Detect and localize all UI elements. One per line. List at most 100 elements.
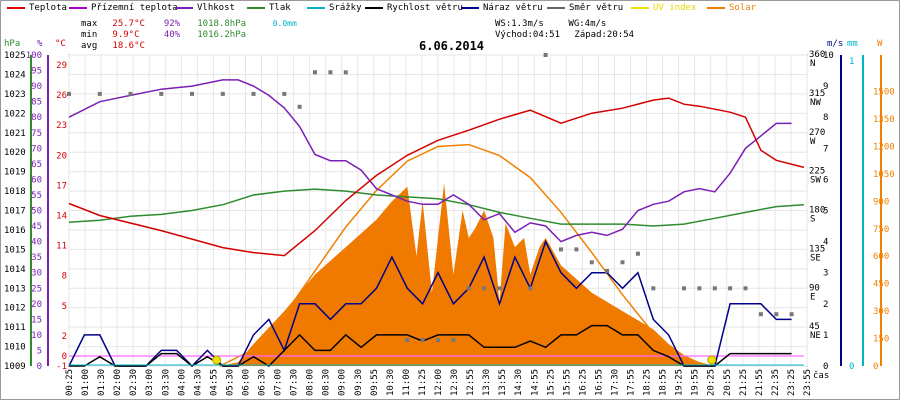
stats-wind-row: WS:1.3m/s WG:4m/s: [495, 19, 606, 29]
x-tick-label: 07:30: [290, 369, 300, 396]
series-rychlost-vetru-line: [69, 324, 792, 367]
legend-label-tlak: Tlak: [269, 3, 291, 13]
legend-swatch-rychlost-vetru: [365, 6, 383, 9]
hpa-tick-label: 1012: [4, 304, 26, 314]
degc-tick-label: 17: [56, 181, 67, 191]
dir-tick-label: 225: [809, 167, 825, 177]
dir-tick-name: N: [810, 59, 815, 69]
legend-swatch-vlhkost: [175, 6, 193, 9]
x-tick-label: 23:55: [803, 369, 813, 396]
pct-tick-label: 80: [31, 113, 42, 123]
series-teplota-line: [68, 97, 805, 257]
x-tick-label: 14:30: [514, 369, 524, 396]
legend-swatch-tlak: [247, 6, 265, 9]
stats-sun-row: Východ:04:51 Západ:20:54: [495, 30, 634, 40]
legend-swatch-teplota: [7, 6, 25, 9]
series-smer-vetru-point: [789, 312, 794, 317]
w-tick-label: 1200: [873, 142, 895, 152]
dir-tick-name: W: [810, 137, 816, 147]
x-tick-label: 14:55: [530, 369, 540, 396]
hpa-tick-label: 1023: [4, 90, 26, 100]
series-solar-theoretical-line: [219, 143, 712, 367]
ms-tick-label: 9: [823, 82, 828, 92]
stats-max-row: max 25.7°C 92% 1018.8hPa 0.0mm: [81, 19, 297, 29]
hpa-tick-label: 1016: [4, 226, 26, 236]
x-tick-label: 16:25: [578, 369, 588, 396]
dir-tick-label: 315: [809, 89, 825, 99]
hpa-tick-label: 1021: [4, 129, 26, 139]
legend-swatch-srazky: [307, 6, 325, 9]
stats-min-press: 1016.2hPa: [197, 30, 247, 40]
legend-label-solar: Solar: [729, 3, 757, 13]
x-tick-label: 05:30: [225, 369, 235, 396]
ms-tick-label: 1: [823, 331, 828, 341]
series-smer-vetru-point: [297, 104, 302, 109]
w-axis-label: W: [877, 39, 883, 49]
dir-tick-name: NE: [810, 331, 821, 341]
x-tick-label: 15:55: [562, 369, 572, 396]
series-uv-index-point: [212, 355, 222, 365]
pct-axis-label: %: [37, 39, 43, 49]
pct-tick-label: 30: [31, 269, 42, 279]
x-tick-label: 09:00: [338, 369, 348, 396]
series-uv-index-point: [707, 355, 717, 365]
series-smer-vetru-point: [589, 260, 594, 265]
dir-tick-label: 360: [809, 50, 825, 60]
dir-tick-name: S: [810, 215, 815, 225]
series-smer-vetru-point: [697, 286, 702, 291]
x-tick-label: 21:25: [739, 369, 749, 396]
w-tick-label: 0: [873, 362, 878, 372]
ms-tick-label: 4: [823, 238, 828, 248]
degc-tick-label: 8: [62, 272, 67, 282]
series-smer-vetru-point: [420, 338, 425, 343]
degc-tick-label: 0: [62, 352, 67, 362]
legend-item-rychlost-vetru: Rychlost větru: [365, 3, 463, 13]
legend-swatch-naraz-vetru: [461, 6, 479, 9]
x-tick-label: 23:25: [787, 369, 797, 396]
degc-tick-label: 29: [56, 61, 67, 71]
hpa-tick-label: 1022: [4, 109, 26, 119]
stats-max-temp: 25.7°C: [112, 19, 145, 29]
ms-tick-label: 6: [823, 175, 828, 185]
dir-tick-label: 45: [809, 322, 820, 332]
series-smer-vetru-point: [712, 286, 717, 291]
legend-item-naraz-vetru: Náraz větru: [461, 3, 543, 13]
x-tick-label: 01:30: [97, 369, 107, 396]
legend-item-srazky: Srážky: [307, 3, 362, 13]
hpa-tick-label: 1011: [4, 323, 26, 333]
legend-label-teplota: Teplota: [29, 3, 67, 13]
w-tick-label: 1050: [873, 170, 895, 180]
dir-tick-name: NW: [810, 98, 821, 108]
hpa-axis-label: hPa: [4, 39, 20, 49]
pct-tick-label: 0: [37, 362, 42, 372]
series-smer-vetru-point: [728, 286, 733, 291]
x-tick-label: 22:35: [771, 369, 781, 396]
pct-tick-label: 25: [31, 284, 42, 294]
degc-axis-label: °C: [55, 39, 66, 49]
x-tick-label: 20:55: [723, 369, 733, 396]
pct-tick-label: 35: [31, 253, 42, 263]
x-tick-label: 09:55: [370, 369, 380, 396]
series-smer-vetru-point: [620, 260, 625, 265]
x-tick-label: 02:30: [129, 369, 139, 396]
series-smer-vetru-point: [282, 91, 287, 96]
x-tick-label: 10:30: [386, 369, 396, 396]
ms-tick-label: 10: [823, 51, 834, 61]
pct-tick-label: 75: [31, 129, 42, 139]
legend-swatch-uv-index: [631, 6, 649, 9]
degc-tick-label: 14: [56, 212, 67, 222]
chart-title: 6.06.2014: [419, 39, 485, 53]
legend-item-vlhkost: Vlhkost: [175, 3, 235, 13]
series-smer-vetru-point: [343, 70, 348, 75]
series-smer-vetru-point: [482, 286, 487, 291]
hpa-tick-label: 1025: [4, 51, 26, 61]
x-tick-label: 07:00: [274, 369, 284, 396]
pct-tick-label: 10: [31, 331, 42, 341]
pct-tick-label: 15: [31, 315, 42, 325]
x-tick-label: 03:30: [161, 369, 171, 396]
series-smer-vetru-point: [651, 286, 656, 291]
pct-tick-label: 5: [37, 346, 42, 356]
x-axis-label: čas: [813, 370, 829, 381]
hpa-tick-label: 1017: [4, 207, 26, 217]
dir-tick-label: 270: [809, 128, 825, 138]
